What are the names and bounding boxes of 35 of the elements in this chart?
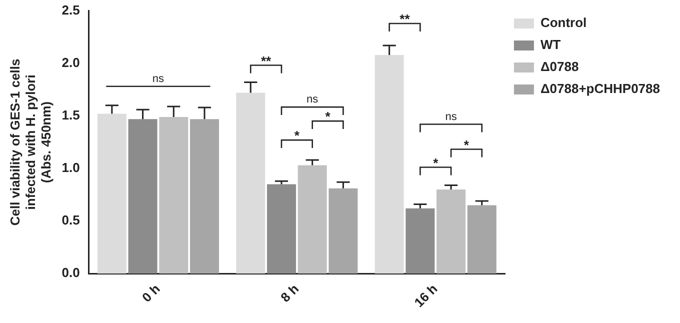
legend-label: Δ0788 — [540, 59, 579, 74]
annotation: ns — [152, 72, 165, 85]
annotation: * — [325, 109, 332, 124]
annotation: * — [433, 155, 440, 170]
bar — [128, 119, 158, 274]
y-axis-title: Cell viability of GES-1 cells infected with H. pylori (Abs. 450nm) — [7, 58, 54, 226]
y-tick-label: 0.5 — [62, 212, 80, 228]
annotation: * — [294, 128, 300, 144]
bar — [406, 208, 435, 274]
x-tick-label: 16 h — [411, 281, 440, 310]
y-tick-label: 2.5 — [62, 2, 80, 18]
y-tick-label: 2.0 — [62, 54, 80, 70]
annotation: ** — [400, 12, 411, 27]
legend-label: Δ0788+pCHHP0788 — [540, 81, 660, 96]
bar — [467, 205, 496, 274]
x-tick-label: 8 h — [278, 281, 302, 306]
bar — [266, 184, 296, 274]
x-tick-label: 0 h — [138, 281, 163, 306]
annotation: ns — [445, 110, 458, 123]
bar — [328, 188, 358, 274]
bar — [436, 189, 466, 274]
annotation: ns — [306, 94, 319, 106]
y-tick-label: 0.0 — [62, 265, 80, 280]
legend-label: WT — [540, 37, 561, 52]
y-tick-label: 1.5 — [62, 107, 80, 122]
y-tick-label: 1.0 — [62, 160, 80, 176]
annotation: ** — [260, 53, 272, 68]
bar — [190, 119, 220, 274]
legend-label: Control — [540, 15, 587, 30]
annotation: * — [464, 137, 470, 152]
bar — [236, 92, 266, 274]
bar — [298, 165, 327, 274]
bar — [97, 114, 126, 274]
bar — [159, 116, 188, 274]
bar — [374, 54, 404, 274]
